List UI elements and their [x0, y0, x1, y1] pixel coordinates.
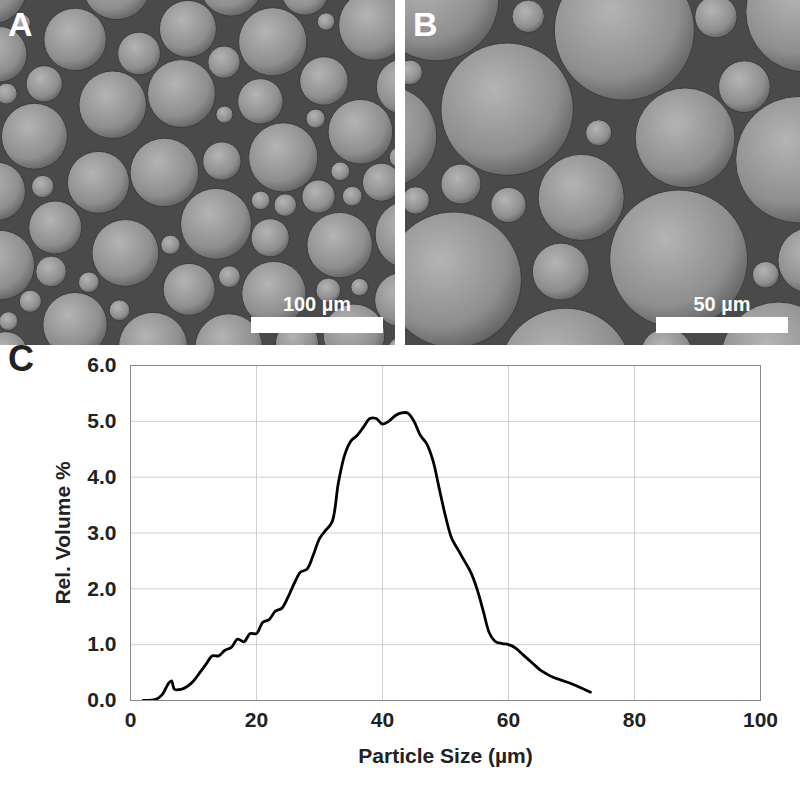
svg-text:80: 80	[623, 708, 646, 731]
html-text:C: C	[8, 338, 34, 379]
svg-text:Rel. Volume %: Rel. Volume %	[51, 461, 74, 604]
svg-text:5.0: 5.0	[87, 409, 116, 432]
svg-text:3.0: 3.0	[87, 521, 116, 544]
svg-text:20: 20	[245, 708, 268, 731]
svg-text:A: A	[8, 5, 33, 43]
svg-text:50 µm: 50 µm	[693, 293, 750, 315]
svg-text:Particle Size (µm): Particle Size (µm)	[358, 744, 532, 767]
svg-text:100: 100	[743, 708, 778, 731]
svg-text:6.0: 6.0	[87, 353, 116, 376]
svg-text:4.0: 4.0	[87, 465, 116, 488]
svg-text:0.0: 0.0	[87, 688, 116, 711]
svg-text:B: B	[413, 5, 438, 43]
svg-text:60: 60	[497, 708, 520, 731]
svg-text:40: 40	[371, 708, 394, 731]
svg-text:2.0: 2.0	[87, 577, 116, 600]
svg-text:1.0: 1.0	[87, 632, 116, 655]
svg-text:0: 0	[125, 708, 137, 731]
svg-text:100 µm: 100 µm	[283, 293, 351, 315]
